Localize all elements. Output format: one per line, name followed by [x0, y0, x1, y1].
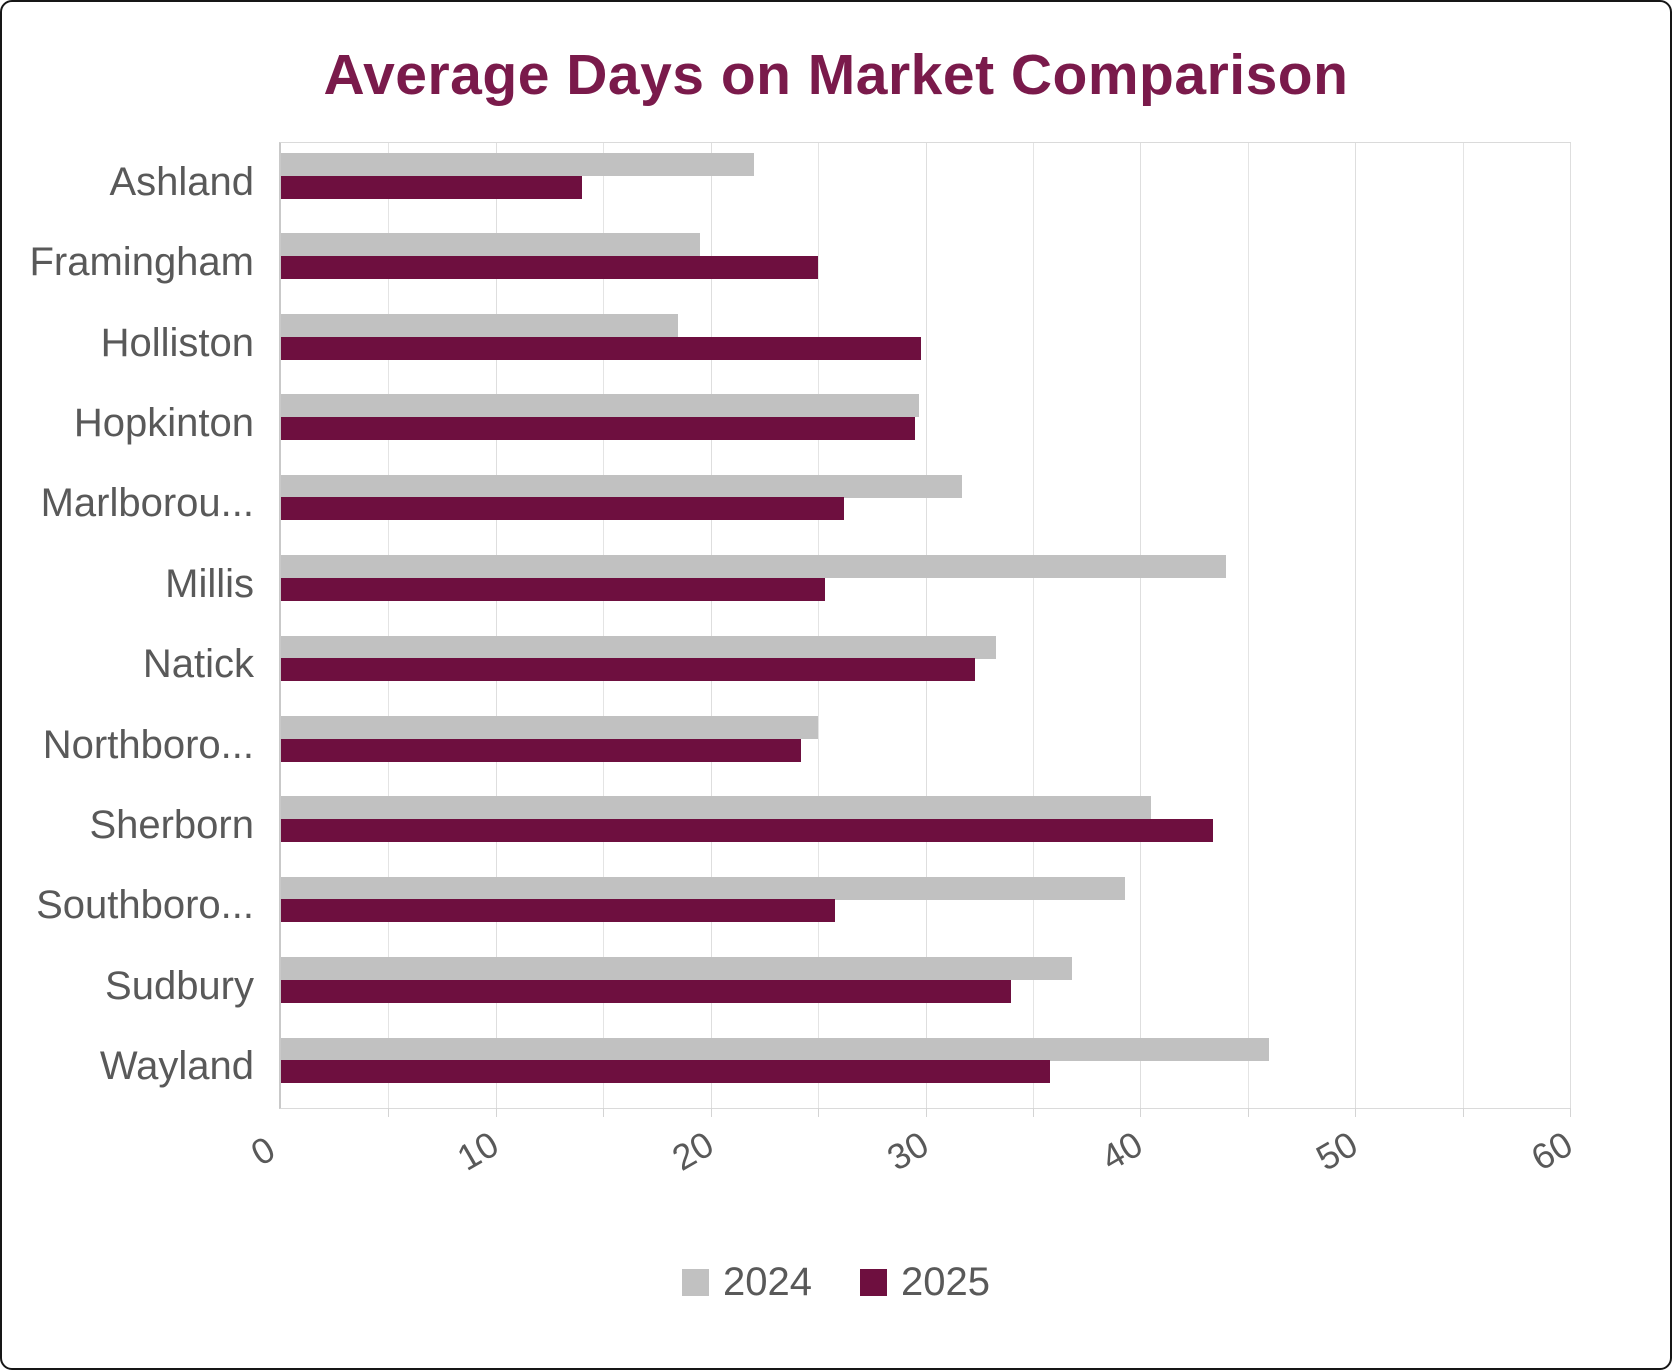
bar-2024-southboro	[281, 876, 1126, 900]
gridline	[710, 143, 712, 1108]
bar-2025-northboro	[281, 738, 801, 762]
category-label: Marlborou...	[40, 481, 254, 526]
x-axis-tick-label: 40	[1094, 1123, 1150, 1179]
category-label: Natick	[142, 642, 254, 687]
category-label: Southboro...	[36, 883, 254, 928]
axis-tick-mark	[603, 1108, 605, 1117]
x-axis-tick-label: 10	[449, 1123, 506, 1179]
bar-2025-framingham	[281, 256, 819, 280]
gridline	[495, 143, 497, 1108]
gridline	[1355, 143, 1357, 1108]
bar-2024-sudbury	[281, 957, 1072, 981]
bar-2025-millis	[281, 577, 825, 601]
bar-2025-southboro	[281, 899, 836, 923]
x-axis-tick-label: 0	[243, 1128, 282, 1174]
x-axis-tick-label: 20	[664, 1123, 720, 1179]
axis-tick-mark	[925, 1108, 927, 1117]
axis-tick-mark	[1247, 1108, 1249, 1117]
bar-2025-natick	[281, 658, 975, 682]
gridline	[603, 143, 605, 1108]
x-axis-tick-label: 60	[1524, 1123, 1580, 1179]
bar-2025-sherborn	[281, 819, 1214, 843]
category-label: Ashland	[109, 159, 254, 204]
category-label: Northboro...	[42, 722, 254, 767]
category-label: Sudbury	[105, 963, 254, 1008]
gridline	[1247, 143, 1249, 1108]
y-axis-labels: Ashland Framingham Holliston Hopkinton Marlb…	[2, 142, 254, 1107]
bar-2024-hopkinton	[281, 394, 920, 418]
bar-2025-hopkinton	[281, 416, 915, 440]
axis-tick-mark	[1140, 1108, 1142, 1117]
bar-2024-wayland	[281, 1037, 1270, 1061]
legend-item-2024: 2024	[682, 1260, 812, 1305]
x-axis-tick-label: 30	[879, 1123, 935, 1179]
bar-2024-millis	[281, 555, 1227, 579]
plot-area	[279, 142, 1571, 1117]
axis-tick-mark	[710, 1108, 712, 1117]
bar-2025-holliston	[281, 336, 922, 360]
category-label: Hopkinton	[73, 400, 254, 445]
chart-title: Average Days on Market Comparison	[323, 43, 1349, 107]
axis-tick-mark	[1570, 1108, 1571, 1117]
axis-tick-mark	[1032, 1108, 1034, 1117]
bar-2024-natick	[281, 635, 997, 659]
axis-tick-mark	[818, 1108, 820, 1117]
gridline	[1140, 143, 1142, 1108]
gridline	[388, 143, 390, 1108]
gridline	[1570, 143, 1571, 1108]
category-label: Millis	[165, 561, 254, 606]
category-label: Framingham	[29, 240, 254, 285]
legend-label: 2025	[901, 1260, 990, 1304]
gridline	[1462, 143, 1464, 1108]
bar-2025-ashland	[281, 175, 582, 199]
category-label: Holliston	[100, 320, 254, 365]
category-label: Wayland	[99, 1044, 254, 1089]
bar-2024-ashland	[281, 153, 754, 176]
axis-tick-mark	[1462, 1108, 1464, 1117]
axis-tick-mark	[388, 1108, 390, 1117]
bar-2024-holliston	[281, 313, 679, 337]
gridline	[818, 143, 820, 1108]
legend-label: 2024	[723, 1260, 812, 1304]
category-label: Sherborn	[89, 803, 254, 848]
bar-2024-marlborou	[281, 474, 963, 498]
legend-swatch-icon	[682, 1269, 710, 1296]
bar-2025-sudbury	[281, 979, 1012, 1003]
legend: 2024 2025	[2, 1260, 1670, 1305]
axis-tick-mark	[1355, 1108, 1357, 1117]
bar-2025-wayland	[281, 1060, 1051, 1084]
bar-2024-framingham	[281, 233, 700, 257]
bar-2024-northboro	[281, 715, 819, 739]
x-axis-tick-label: 50	[1309, 1123, 1365, 1179]
gridline	[925, 143, 927, 1108]
legend-item-2025: 2025	[860, 1260, 990, 1305]
gridline	[1032, 143, 1034, 1108]
bar-2025-marlborou	[281, 497, 844, 521]
legend-swatch-icon	[860, 1269, 887, 1296]
bar-2024-sherborn	[281, 796, 1152, 820]
axis-tick-mark	[495, 1108, 497, 1117]
